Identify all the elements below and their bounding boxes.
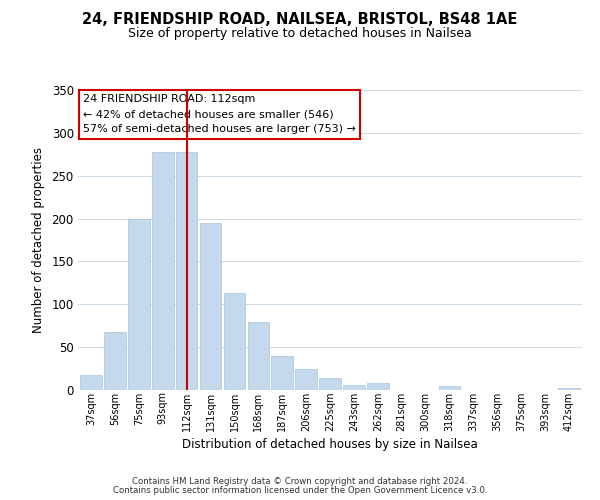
Bar: [343, 385, 365, 390]
Bar: [558, 388, 580, 390]
Bar: [367, 383, 389, 390]
Bar: [200, 223, 221, 390]
Text: Size of property relative to detached houses in Nailsea: Size of property relative to detached ho…: [128, 28, 472, 40]
Text: Contains public sector information licensed under the Open Government Licence v3: Contains public sector information licen…: [113, 486, 487, 495]
Bar: [224, 293, 245, 390]
Bar: [248, 322, 269, 390]
Bar: [439, 386, 460, 390]
Text: 24, FRIENDSHIP ROAD, NAILSEA, BRISTOL, BS48 1AE: 24, FRIENDSHIP ROAD, NAILSEA, BRISTOL, B…: [82, 12, 518, 28]
Bar: [176, 152, 197, 390]
Bar: [319, 378, 341, 390]
Bar: [152, 152, 173, 390]
Bar: [80, 374, 102, 390]
Bar: [295, 370, 317, 390]
Bar: [104, 332, 126, 390]
Bar: [128, 218, 149, 390]
Text: 24 FRIENDSHIP ROAD: 112sqm
← 42% of detached houses are smaller (546)
57% of sem: 24 FRIENDSHIP ROAD: 112sqm ← 42% of deta…: [83, 94, 356, 134]
X-axis label: Distribution of detached houses by size in Nailsea: Distribution of detached houses by size …: [182, 438, 478, 451]
Y-axis label: Number of detached properties: Number of detached properties: [32, 147, 44, 333]
Text: Contains HM Land Registry data © Crown copyright and database right 2024.: Contains HM Land Registry data © Crown c…: [132, 477, 468, 486]
Bar: [271, 356, 293, 390]
